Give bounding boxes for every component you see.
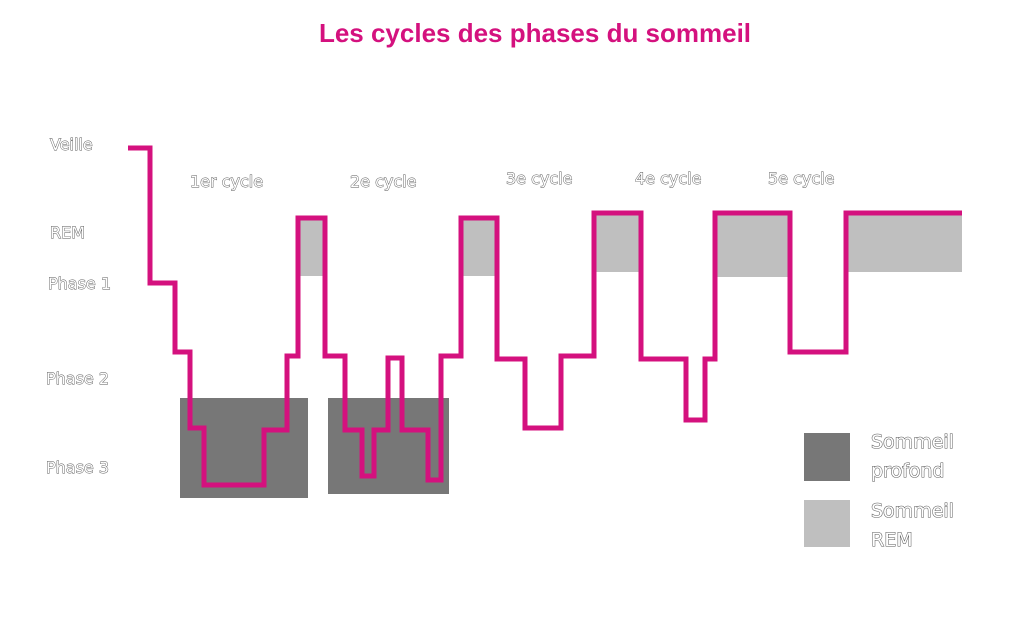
cycle-label-5: 5e cycle	[768, 169, 834, 188]
level-label-rem: REM	[50, 223, 85, 242]
cycle-label-2: 2e cycle	[350, 172, 416, 191]
rem-block	[298, 218, 325, 276]
cycle-label-4: 4e cycle	[635, 169, 701, 188]
level-label-phase3: Phase 3	[46, 458, 109, 477]
rem-block	[715, 213, 790, 277]
cycle-label-3: 3e cycle	[506, 169, 572, 188]
legend-swatch-deep	[804, 433, 850, 481]
level-label-phase1: Phase 1	[48, 274, 111, 293]
legend-label-rem-line2: REM	[871, 529, 913, 551]
legend-label-deep-line1: Sommeil	[871, 431, 954, 453]
rem-block	[594, 213, 641, 272]
rem-block	[846, 213, 962, 272]
legend-swatch-rem	[804, 500, 850, 547]
hypnogram-line	[128, 145, 962, 488]
diagram-title: Les cycles des phases du sommeil	[318, 18, 752, 48]
rem-block	[461, 218, 497, 276]
level-label-veille: Veille	[50, 135, 93, 154]
cycle-label-1: 1er cycle	[190, 172, 263, 191]
legend-label-rem-line1: Sommeil	[871, 500, 954, 522]
level-label-phase2: Phase 2	[46, 369, 109, 388]
legend-label-deep-line2: profond	[871, 460, 945, 482]
